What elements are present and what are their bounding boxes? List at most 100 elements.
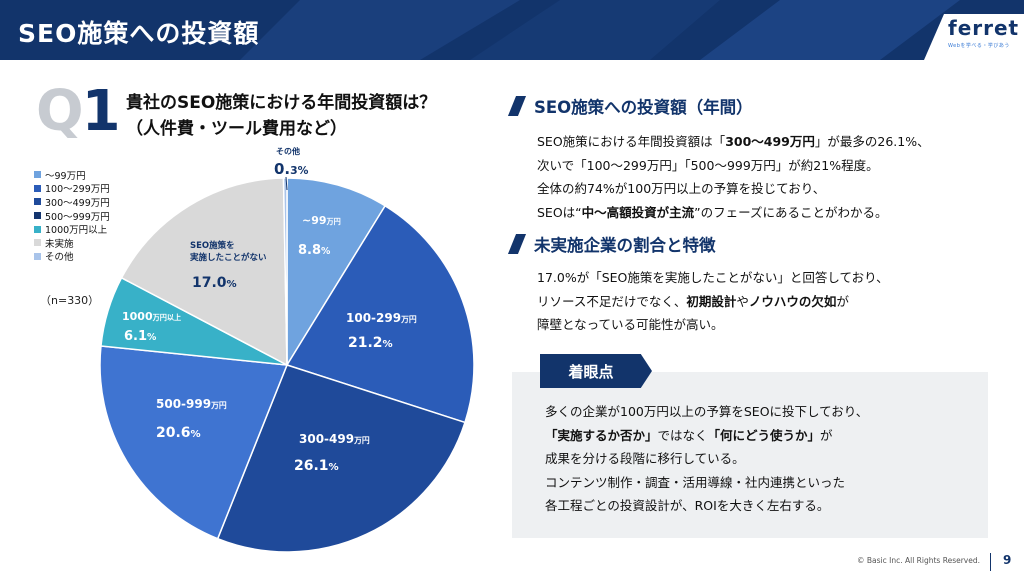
slice-label-main: ~99: [302, 214, 327, 227]
legend-label: ～99万円: [45, 170, 86, 182]
text-line: SEO施策における年間投資額は「300～499万円」が最多の26.1%、: [537, 130, 930, 154]
section-heading-investment: SEO施策への投資額（年間）: [507, 94, 753, 118]
emphasis-text: 初期設計: [686, 293, 737, 309]
slice-label-unit: 万円: [210, 401, 227, 410]
text-line: SEOは“中～高額投資が主流”のフェーズにあることがわかる。: [537, 201, 930, 225]
pie-slice: [99, 345, 289, 540]
slice-percent-value: 6.1: [124, 329, 147, 344]
text-run: コンテンツ制作・調査・活用導線・社内連携といった: [545, 474, 846, 490]
emphasis-text: 中～高額投資が主流: [581, 204, 695, 220]
page-number: 9: [1003, 553, 1012, 567]
slice-label: 500-999万円: [156, 397, 227, 411]
text-line: 17.0%が「SEO施策を実施したことがない」と回答しており、: [537, 266, 889, 290]
sample-size-label: （n=330）: [40, 294, 100, 307]
pie-slice: [286, 177, 387, 368]
section-body-investment: SEO施策における年間投資額は「300～499万円」が最多の26.1%、次いで「…: [537, 130, 930, 224]
slice-percent: 21.2%: [348, 335, 393, 351]
slice-label: ~99万円: [302, 214, 341, 227]
legend-item: その他: [34, 250, 110, 263]
ferret-logo[interactable]: ferret Webを学べる・学びあう: [924, 14, 1024, 60]
slice-percent-value: 0.: [274, 160, 290, 178]
text-run: 各工程ごとの投資設計が、ROIを大きく左右する。: [545, 498, 830, 513]
text-line: 次いで「100～299万円」「500～999万円」が約21%程度。: [537, 154, 930, 178]
legend-item: 1000万円以上: [34, 222, 110, 236]
slice-percent-unit: %: [383, 339, 393, 350]
text-run: 全体の約74%が100万円以上の予算を投じており、: [537, 181, 826, 196]
pie-slice: [216, 364, 466, 553]
chart-legend: ～99万円 100～299万円 300～499万円 500～999万円 1000万円以上…: [34, 168, 110, 263]
legend-swatch: [34, 198, 41, 206]
legend-item: 100～299万円: [34, 182, 110, 196]
slice-label-main: 1000: [122, 310, 153, 323]
emphasis-text: ノウハウの欠如: [748, 293, 837, 309]
legend-swatch: [34, 171, 41, 179]
leader-line: [285, 176, 288, 191]
legend-swatch: [34, 184, 41, 192]
slice-percent-unit: %: [329, 462, 339, 473]
slice-label-unit: 万円以上: [152, 313, 182, 322]
slice-percent: 26.1%: [294, 458, 339, 474]
legend-item: 500～999万円: [34, 209, 110, 223]
slice-label-line: SEO施策を: [190, 240, 235, 251]
text-run: SEO施策における年間投資額は「: [537, 134, 726, 149]
slice-label-unit: 万円: [326, 217, 341, 226]
insight-tag: 着眼点: [540, 354, 652, 388]
slice-percent: 6.1%: [124, 329, 157, 344]
legend-swatch: [34, 225, 41, 233]
text-run: が: [820, 427, 833, 443]
slice-percent: 0.3%: [274, 160, 309, 178]
slice-label-main: 100-299: [346, 311, 401, 325]
emphasis-text: 「実施するか否か」: [545, 427, 658, 443]
slice-percent: 8.8%: [298, 243, 331, 258]
question-line-1: 貴社のSEO施策における年間投資額は？: [126, 93, 437, 113]
text-run: 成果を分ける段階に移行している。: [545, 451, 745, 466]
text-run: SEOは“: [537, 204, 582, 220]
slice-percent-unit: 3%: [290, 164, 309, 177]
question-number: Q1: [36, 84, 121, 140]
footer-divider: [990, 553, 991, 571]
logo-tagline: Webを学べる・学びあう: [948, 43, 1010, 49]
legend-swatch: [34, 252, 41, 260]
pie-slice: [285, 204, 475, 424]
section-heading-nonadopters: 未実施企業の割合と特徴: [507, 232, 716, 256]
text-run: 多くの企業が100万円以上の予算をSEOに投下しており、: [545, 404, 869, 419]
text-line: コンテンツ制作・調査・活用導線・社内連携といった: [545, 471, 868, 495]
legend-label: 500～999万円: [45, 211, 110, 223]
legend-label: 300～499万円: [45, 197, 110, 209]
text-run: 次いで「100～299万円」「500～999万円」が約21%程度。: [537, 157, 879, 173]
legend-item: ～99万円: [34, 168, 110, 182]
text-run: 」が最多の26.1%、: [814, 134, 930, 149]
pie-slice: [120, 177, 288, 367]
text-run: や: [736, 293, 749, 309]
slice-label: 100-299万円: [346, 311, 417, 325]
logo-wordmark: ferret: [948, 16, 1020, 40]
text-run: が: [836, 293, 849, 309]
legend-swatch: [34, 239, 41, 247]
slice-label: 1000万円以上: [122, 310, 181, 323]
slice-percent-unit: %: [227, 279, 237, 290]
page-title: SEO施策への投資額: [18, 19, 260, 48]
text-line: 各工程ごとの投資設計が、ROIを大きく左右する。: [545, 494, 868, 518]
slice-label-unit: 万円: [400, 315, 417, 324]
slice-label: SEO施策を実施したことがない: [190, 240, 267, 263]
slice-percent: 17.0%: [192, 275, 237, 291]
text-run: 17.0%が「SEO施策を実施したことがない」と回答しており、: [537, 270, 889, 285]
slice-percent-value: 17.0: [192, 275, 227, 291]
text-line: 「実施するか否か」ではなく「何にどう使うか」が: [545, 424, 868, 448]
text-line: 全体の約74%が100万円以上の予算を投じており、: [537, 177, 930, 201]
legend-label: 100～299万円: [45, 184, 110, 196]
text-run: リソース不足だけでなく、: [537, 293, 687, 309]
text-run: 障壁となっている可能性が高い。: [537, 317, 724, 332]
text-line: リソース不足だけでなく、初期設計やノウハウの欠如が: [537, 290, 889, 314]
slice-percent-value: 26.1: [294, 458, 329, 474]
section-heading-investment-text: SEO施策への投資額（年間）: [534, 98, 753, 117]
legend-label: 未実施: [45, 238, 74, 250]
slice-percent-value: 8.8: [298, 243, 321, 258]
header-decoration: [240, 0, 960, 60]
insight-panel: [512, 372, 988, 538]
slice-label-main: 500-999: [156, 397, 211, 411]
slice-percent-unit: %: [321, 246, 331, 257]
legend-swatch: [34, 212, 41, 220]
slice-percent: 20.6%: [156, 425, 201, 441]
